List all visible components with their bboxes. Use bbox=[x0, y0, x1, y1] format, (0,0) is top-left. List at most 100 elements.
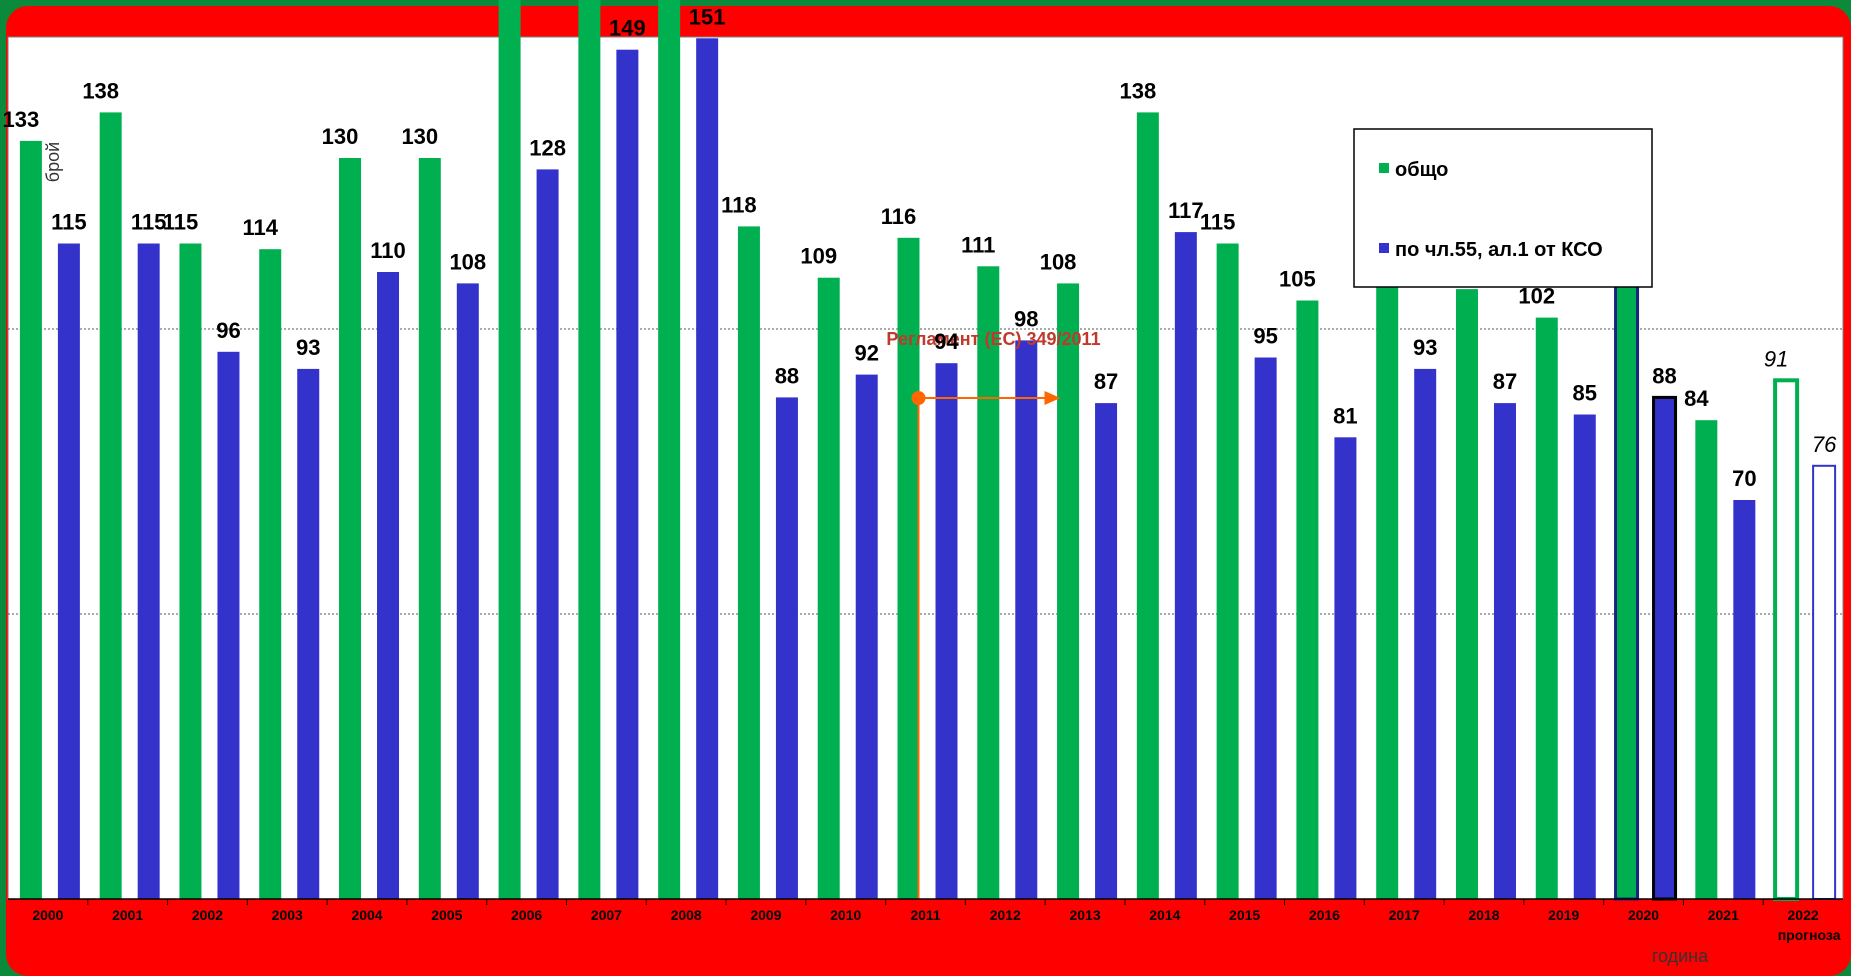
bar-art55 bbox=[1254, 357, 1277, 899]
bar-art55 bbox=[1573, 414, 1596, 899]
bar-total bbox=[1535, 317, 1558, 900]
x-tick-label: 2000 bbox=[32, 907, 63, 923]
x-tick-label: 2003 bbox=[272, 907, 303, 923]
annotation-dot bbox=[911, 391, 926, 405]
data-label: 111 bbox=[961, 232, 995, 257]
data-label: 85 bbox=[1573, 381, 1597, 406]
bar-art55 bbox=[137, 243, 160, 899]
bar-total bbox=[1136, 112, 1159, 899]
x-tick-label: 2006 bbox=[511, 907, 542, 923]
data-label: 115 bbox=[51, 210, 87, 235]
data-label: 115 bbox=[163, 210, 199, 235]
bar-total bbox=[19, 140, 42, 899]
x-tick-label: 2013 bbox=[1069, 907, 1100, 923]
bar-total bbox=[418, 158, 441, 899]
x-axis-label: година bbox=[1652, 946, 1709, 966]
bar-art55 bbox=[1652, 395, 1678, 901]
bar-total bbox=[1773, 378, 1800, 901]
data-label: 76 bbox=[1812, 432, 1837, 457]
legend-label-art55: по чл.55, ал.1 от КСО bbox=[1395, 239, 1603, 261]
x-tick-label: 2015 bbox=[1229, 907, 1260, 923]
data-label: 92 bbox=[854, 341, 878, 366]
legend-box bbox=[1353, 128, 1653, 288]
data-label: 109 bbox=[800, 244, 837, 269]
data-label: 108 bbox=[1040, 249, 1077, 274]
x-tick-label: 2017 bbox=[1389, 907, 1420, 923]
x-tick-label: 2010 bbox=[830, 907, 861, 923]
data-label: 102 bbox=[1518, 284, 1555, 309]
bar-art55 bbox=[1095, 403, 1118, 899]
annotation: Регламент (ЕС) 349/2011 bbox=[886, 329, 1101, 899]
x-tick-sublabel: прогноза bbox=[1778, 927, 1841, 943]
data-label: 108 bbox=[449, 249, 486, 274]
bar-art55 bbox=[456, 283, 479, 899]
bar-total bbox=[1057, 283, 1080, 899]
x-tick-label: 2002 bbox=[192, 907, 223, 923]
bar-total bbox=[498, 0, 521, 899]
data-label: 128 bbox=[529, 135, 566, 160]
data-label: 70 bbox=[1732, 466, 1756, 491]
x-tick-label: 2007 bbox=[591, 907, 622, 923]
data-label: 130 bbox=[322, 124, 359, 149]
bar-total bbox=[817, 277, 840, 899]
legend-swatch-art55 bbox=[1379, 243, 1389, 253]
bar-total bbox=[658, 0, 681, 899]
bar-total bbox=[737, 226, 760, 899]
data-label: 138 bbox=[1119, 78, 1156, 103]
data-label: 133 bbox=[3, 107, 40, 132]
data-label: 117 bbox=[1168, 198, 1204, 223]
bar-art55 bbox=[1174, 232, 1197, 900]
bar-art55 bbox=[616, 49, 639, 899]
bar-art55 bbox=[1414, 368, 1437, 899]
bar-total bbox=[99, 112, 122, 899]
x-tick-label: 2005 bbox=[431, 907, 462, 923]
x-tick-label: 2020 bbox=[1628, 907, 1659, 923]
x-tick-label: 2012 bbox=[990, 907, 1021, 923]
bar-total bbox=[179, 243, 202, 899]
y-axis-label: брой bbox=[43, 142, 63, 182]
bar-total bbox=[259, 249, 282, 899]
bar-art55 bbox=[935, 363, 958, 899]
data-label: 87 bbox=[1493, 369, 1517, 394]
data-label: 81 bbox=[1333, 403, 1357, 428]
data-label: 93 bbox=[296, 335, 320, 360]
x-tick-label: 2004 bbox=[351, 907, 382, 923]
x-tick-label: 2001 bbox=[112, 907, 143, 923]
data-label: 87 bbox=[1094, 369, 1118, 394]
bar-total bbox=[339, 158, 362, 899]
bar-total bbox=[1376, 272, 1399, 899]
data-label: 96 bbox=[216, 318, 240, 343]
data-label: 151 bbox=[689, 4, 726, 29]
bar-art55 bbox=[536, 169, 559, 899]
data-label: 105 bbox=[1279, 267, 1316, 292]
data-label: 88 bbox=[1652, 363, 1676, 388]
data-label: 88 bbox=[775, 363, 799, 388]
data-label: 110 bbox=[370, 238, 406, 263]
bar-total bbox=[1695, 420, 1718, 899]
x-tick-label: 2014 bbox=[1149, 907, 1180, 923]
bars bbox=[19, 0, 1837, 901]
bar-total bbox=[578, 0, 601, 899]
bar-art55 bbox=[217, 351, 240, 899]
data-label: 118 bbox=[721, 192, 757, 217]
x-tick-label: 2016 bbox=[1309, 907, 1340, 923]
legend-label-total: общо bbox=[1395, 159, 1448, 181]
data-label: 115 bbox=[1200, 210, 1236, 235]
data-label: 149 bbox=[609, 16, 646, 41]
bar-art55 bbox=[1493, 403, 1516, 899]
data-label: 115 bbox=[131, 210, 167, 235]
bar-art55 bbox=[1812, 464, 1837, 900]
data-label: 138 bbox=[82, 78, 119, 103]
bar-art55 bbox=[1733, 500, 1756, 899]
x-tick-label: 2011 bbox=[910, 907, 941, 923]
data-label: 98 bbox=[1014, 306, 1038, 331]
x-tick-label: 2019 bbox=[1548, 907, 1579, 923]
data-label: 91 bbox=[1764, 346, 1788, 371]
annotation-text: Регламент (ЕС) 349/2011 bbox=[886, 329, 1100, 349]
data-label: 93 bbox=[1413, 335, 1437, 360]
legend-swatch-total bbox=[1379, 163, 1389, 173]
bar-art55 bbox=[377, 272, 400, 899]
bar-art55 bbox=[297, 368, 320, 899]
x-tick-label: 2018 bbox=[1468, 907, 1499, 923]
